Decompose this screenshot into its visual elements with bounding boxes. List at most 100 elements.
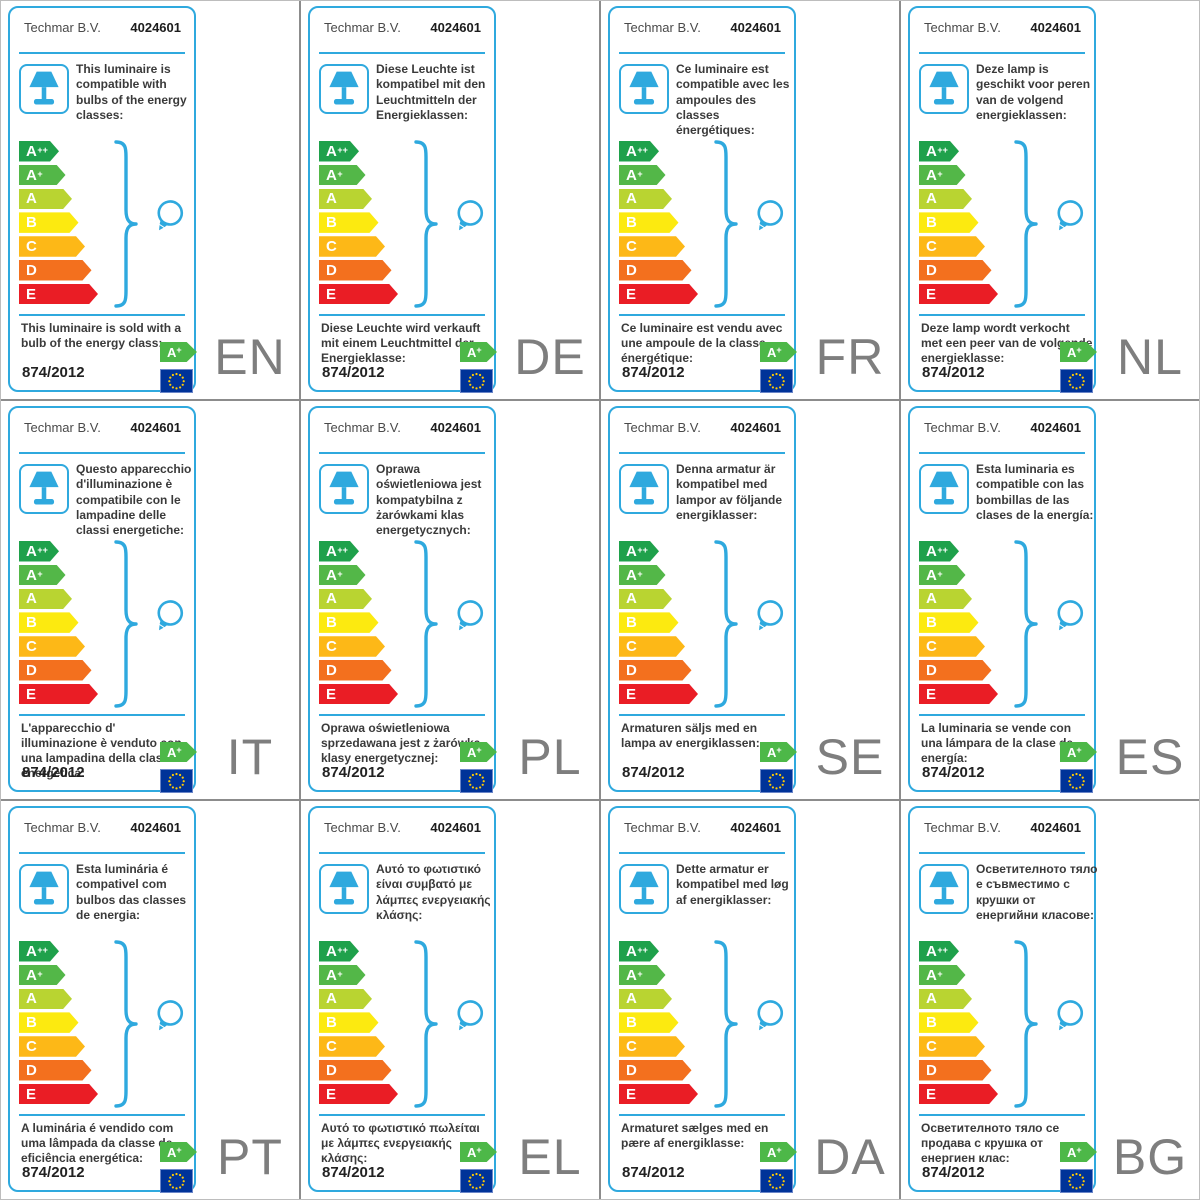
arrow-superscript: ++ <box>937 944 948 955</box>
lamp-icon-box <box>919 64 969 114</box>
bottom-divider <box>319 714 485 716</box>
energy-class-arrow-c: C <box>919 636 985 657</box>
energy-class-arrow-e: E <box>619 684 698 705</box>
energy-class-arrow-a: A <box>919 989 972 1010</box>
energy-class-arrow-d: D <box>319 260 392 281</box>
badge-label: A <box>1067 344 1077 360</box>
badge-label: A <box>167 744 177 760</box>
badge-label: A <box>167 1144 177 1160</box>
curly-brace-icon <box>414 940 438 1108</box>
language-code: PT <box>217 1129 283 1185</box>
energy-class-arrow-b: B <box>319 1012 379 1033</box>
energy-class-badge: A + <box>460 742 497 762</box>
energy-class-arrow-e: E <box>919 684 998 705</box>
energy-class-arrow-d: D <box>319 660 392 681</box>
compatibility-text: Αυτό το φωτιστικό είναι συμβατό με λάμπε… <box>376 862 491 923</box>
energy-class-arrow-c: C <box>919 1036 985 1057</box>
arrow-letter: B <box>926 1014 937 1032</box>
arrow-letter: A <box>926 542 937 560</box>
energy-class-arrow-a: A <box>19 189 72 210</box>
energy-class-arrow-d: D <box>19 1060 92 1081</box>
supplier-name: Techmar B.V. <box>624 20 701 35</box>
arrow-letter: C <box>26 1037 37 1055</box>
energy-class-arrow-ap: A + <box>919 965 966 986</box>
curly-brace-icon <box>714 140 738 308</box>
badge-superscript: + <box>1076 1144 1082 1155</box>
energy-class-list: A ++ A + A B C D E <box>319 541 443 709</box>
arrow-letter: B <box>626 214 637 232</box>
energy-class-list: A ++ A + A B C D E <box>919 941 1043 1109</box>
light-bulb-icon <box>757 200 784 231</box>
arrow-letter: A <box>626 590 637 608</box>
badge-label: A <box>467 744 477 760</box>
arrow-letter: A <box>626 942 637 960</box>
card-header: Techmar B.V. 4024601 <box>24 820 181 835</box>
arrow-superscript: + <box>37 568 43 579</box>
energy-class-arrow-d: D <box>19 260 92 281</box>
energy-class-arrow-ap: A + <box>319 565 366 586</box>
sold-with-text: A luminária é vendido com uma lâmpada da… <box>21 1121 174 1166</box>
arrow-superscript: + <box>337 968 343 979</box>
language-code: DA <box>814 1129 886 1185</box>
arrow-superscript: ++ <box>37 144 48 155</box>
language-code: FR <box>815 329 885 385</box>
bottom-divider <box>19 714 185 716</box>
arrow-letter: C <box>326 1037 337 1055</box>
curly-brace-icon <box>114 140 138 308</box>
language-code: ES <box>1115 729 1185 785</box>
eu-flag-icon <box>760 369 793 393</box>
arrow-letter: A <box>26 542 37 560</box>
table-lamp-icon <box>329 471 359 505</box>
energy-label-card: Techmar B.V. 4024601 Oprawa oświetleniow… <box>308 406 497 793</box>
supplier-name: Techmar B.V. <box>324 420 401 435</box>
header-divider <box>319 52 485 54</box>
supplier-name: Techmar B.V. <box>24 20 101 35</box>
supplier-name: Techmar B.V. <box>624 820 701 835</box>
energy-class-list: A ++ A + A B C D E <box>19 941 143 1109</box>
label-cell: Techmar B.V. 4024601 Oprawa oświetleniow… <box>301 401 599 799</box>
arrow-letter: A <box>926 166 937 184</box>
compatibility-text: Denna armatur är kompatibel med lampor a… <box>676 462 783 523</box>
arrow-letter: A <box>26 590 37 608</box>
arrow-letter: E <box>926 285 937 303</box>
energy-class-arrow-ap: A + <box>19 165 66 186</box>
arrow-letter: B <box>26 214 37 232</box>
eu-flag-icon <box>160 369 193 393</box>
curly-brace-icon <box>1014 540 1038 708</box>
energy-class-badge: A + <box>1060 1142 1097 1162</box>
label-cell: Techmar B.V. 4024601 Esta luminaria es c… <box>901 401 1199 799</box>
compatibility-text: Deze lamp is geschikt voor peren van de … <box>976 62 1091 123</box>
header-divider <box>619 452 785 454</box>
table-lamp-icon <box>929 71 959 105</box>
arrow-superscript: + <box>637 168 643 179</box>
arrow-superscript: + <box>637 968 643 979</box>
model-number: 4024601 <box>130 820 181 835</box>
light-bulb-icon <box>157 200 184 231</box>
table-lamp-icon <box>629 871 659 905</box>
energy-class-arrow-c: C <box>619 1036 685 1057</box>
energy-label-card: Techmar B.V. 4024601 This luminaire is c… <box>8 6 197 393</box>
arrow-letter: C <box>626 637 637 655</box>
arrow-letter: B <box>326 214 337 232</box>
energy-class-arrow-ap: A + <box>19 565 66 586</box>
energy-class-arrow-app: A ++ <box>19 141 59 162</box>
model-number: 4024601 <box>730 20 781 35</box>
arrow-letter: D <box>926 1061 937 1079</box>
energy-class-arrow-e: E <box>319 284 398 305</box>
arrow-letter: D <box>626 261 637 279</box>
arrow-letter: C <box>26 637 37 655</box>
table-lamp-icon <box>329 871 359 905</box>
supplier-name: Techmar B.V. <box>24 420 101 435</box>
model-number: 4024601 <box>730 820 781 835</box>
arrow-letter: E <box>26 685 37 703</box>
energy-class-arrow-c: C <box>19 236 85 257</box>
arrow-superscript: + <box>337 168 343 179</box>
badge-superscript: + <box>776 1144 782 1155</box>
arrow-superscript: ++ <box>37 944 48 955</box>
compatibility-text: This luminaire is compatible with bulbs … <box>76 62 187 123</box>
arrow-superscript: + <box>337 568 343 579</box>
energy-class-arrow-app: A ++ <box>319 141 359 162</box>
badge-label: A <box>1067 1144 1077 1160</box>
energy-class-list: A ++ A + A B C D E <box>619 541 743 709</box>
